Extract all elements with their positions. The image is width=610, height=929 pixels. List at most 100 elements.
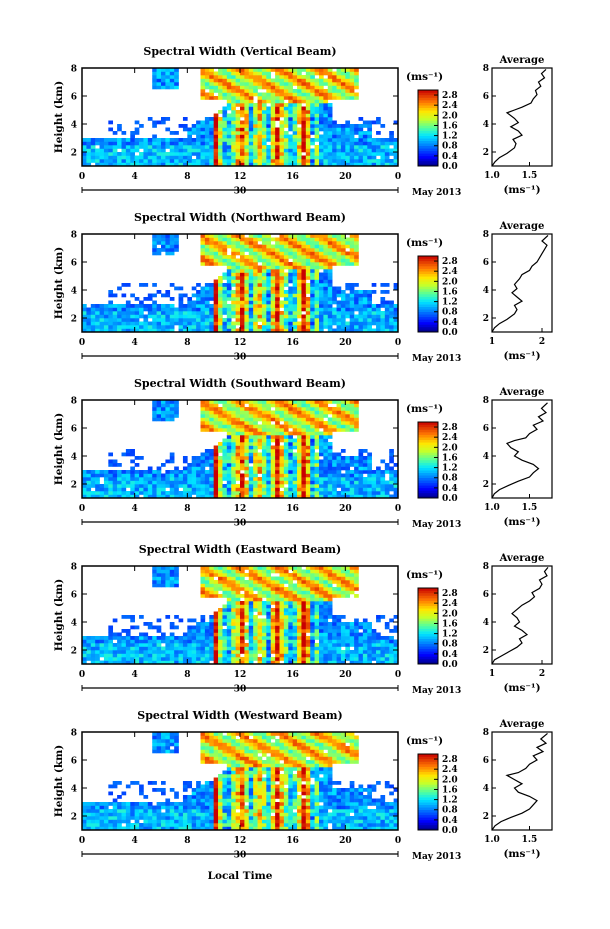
heatmap-cell	[196, 290, 201, 294]
heatmap-cell	[86, 318, 92, 322]
heatmap-cell	[99, 307, 105, 312]
heatmap-cell	[292, 438, 298, 443]
heatmap-cell	[376, 314, 381, 319]
heatmap-cell	[139, 643, 144, 647]
heatmap-cell	[279, 410, 285, 415]
heatmap-cell	[152, 155, 157, 160]
heatmap-cell	[261, 283, 267, 287]
heatmap-cell	[349, 141, 355, 146]
heatmap-cell	[95, 646, 100, 651]
heatmap-cell	[279, 639, 285, 644]
heatmap-cell	[213, 477, 219, 481]
heatmap-cell	[248, 75, 254, 79]
heatmap-cell	[349, 148, 355, 153]
heatmap-cell	[327, 452, 333, 457]
heatmap-cell	[301, 494, 307, 499]
heatmap-cell	[213, 75, 219, 79]
heatmap-cell	[327, 314, 333, 319]
heatmap-cell	[182, 473, 188, 478]
heatmap-cell	[305, 459, 311, 464]
heatmap-cell	[244, 92, 250, 97]
heatmap-cell	[117, 646, 122, 651]
heatmap-cell	[301, 470, 307, 474]
heatmap-cell	[340, 459, 346, 464]
heatmap-cell	[314, 248, 320, 252]
heatmap-cell	[169, 639, 175, 644]
heatmap-cell	[319, 484, 324, 488]
heatmap-cell	[301, 241, 307, 245]
heatmap-cell	[235, 138, 241, 142]
heatmap-cell	[340, 255, 346, 259]
heatmap-cell	[108, 314, 114, 319]
heatmap-cell	[393, 473, 399, 478]
heatmap-cell	[112, 141, 118, 146]
heatmap-cell	[200, 421, 206, 425]
heatmap-cell	[327, 262, 333, 266]
heatmap-cell	[213, 494, 219, 499]
heatmap-cell	[231, 431, 236, 436]
heatmap-cell	[82, 328, 87, 333]
heatmap-cell	[213, 583, 219, 588]
average-title: Average	[499, 221, 545, 232]
heatmap-cell	[196, 304, 201, 308]
heatmap-cell	[240, 297, 245, 301]
heatmap-cell	[204, 131, 210, 135]
heatmap-cell	[301, 325, 307, 329]
heatmap-cell	[354, 234, 359, 238]
heatmap-cell	[297, 120, 302, 125]
heatmap-cell	[86, 325, 92, 329]
heatmap-cell	[218, 155, 223, 160]
heatmap-cell	[152, 152, 157, 156]
heatmap-cell	[389, 159, 394, 163]
heatmap-cell	[161, 321, 166, 326]
heatmap-cell	[336, 78, 342, 83]
heatmap-cell	[279, 82, 285, 86]
heatmap-cell	[288, 400, 293, 404]
heatmap-cell	[332, 127, 337, 132]
heatmap-cell	[200, 159, 206, 163]
heatmap-cell	[266, 272, 272, 277]
heatmap-cell	[283, 452, 289, 457]
heatmap-cell	[349, 131, 355, 135]
heatmap-cell	[240, 328, 245, 333]
heatmap-cell	[270, 611, 276, 616]
heatmap-cell	[340, 321, 346, 326]
heatmap-cell	[226, 328, 232, 333]
heatmap-cell	[270, 615, 276, 619]
heatmap-cell	[323, 480, 329, 485]
heatmap-cell	[244, 152, 250, 156]
heatmap-cell	[130, 477, 135, 481]
heatmap-cell	[231, 293, 236, 298]
heatmap-cell	[283, 477, 289, 481]
colorbar-unit: (ms⁻¹)	[406, 403, 443, 415]
heatmap-cell	[226, 622, 232, 626]
heatmap-cell	[130, 321, 135, 326]
heatmap-cell	[169, 131, 175, 135]
heatmap-cell	[200, 650, 206, 654]
heatmap-cell	[174, 286, 179, 291]
heatmap-cell	[292, 407, 298, 411]
heatmap-cell	[95, 484, 100, 488]
heatmap-cell	[174, 657, 179, 661]
heatmap-cell	[143, 480, 149, 485]
heatmap-cell	[305, 424, 311, 429]
heatmap-cell	[332, 477, 337, 481]
heatmap-cell	[257, 124, 263, 128]
heatmap-cell	[182, 159, 188, 163]
heatmap-cell	[187, 141, 193, 146]
heatmap-cell	[82, 653, 87, 658]
heatmap-cell	[319, 449, 324, 453]
heatmap-cell	[354, 82, 359, 86]
heatmap-cell	[226, 78, 232, 83]
heatmap-cell	[270, 639, 276, 644]
heatmap-cell	[134, 487, 140, 492]
heatmap-cell	[292, 68, 298, 72]
heatmap-cell	[327, 424, 333, 429]
x-tick-label: 8	[184, 504, 190, 514]
heatmap-cell	[161, 491, 166, 495]
heatmap-cell	[327, 300, 333, 305]
heatmap-cell	[253, 120, 258, 125]
colorbar-segment	[418, 447, 438, 451]
heatmap-cell	[288, 424, 293, 429]
heatmap-cell	[275, 615, 280, 619]
